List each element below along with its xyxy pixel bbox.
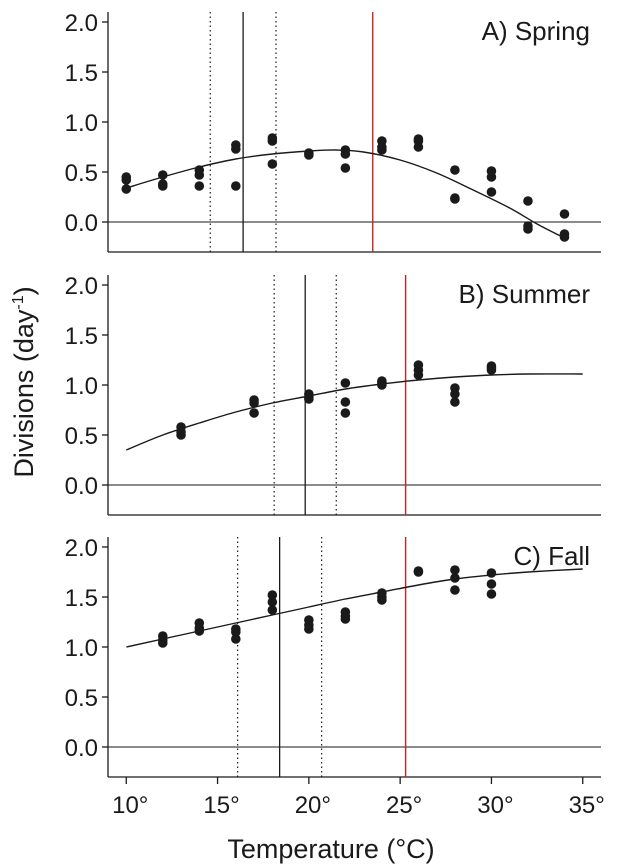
y-tick-label: 1.0 [65,110,98,137]
data-point [413,370,424,380]
y-tick-label: 0.0 [65,735,98,762]
data-point [267,159,278,169]
panel-fall: 0.0 0.5 1.0 1.5 2.0 C) Fall [65,535,601,778]
x-tick-label: 30° [477,792,513,819]
data-point [157,181,168,191]
data-point [231,627,241,637]
data-point [450,194,460,204]
y-tick-label: 1.0 [65,635,98,662]
panel-title: A) Spring [482,16,590,46]
data-point [486,187,497,197]
y-tick-label: 0.5 [65,423,98,450]
data-point [559,232,570,242]
data-point [176,430,186,440]
data-point [413,567,424,577]
data-point [231,181,241,191]
data-point [486,589,497,599]
x-tick-label: 25° [386,792,422,819]
data-point [377,380,387,390]
y-tick-label: 1.0 [65,373,98,400]
data-point [121,184,132,194]
data-point [486,365,497,375]
data-point [523,224,533,234]
y-tick-label: 0.5 [65,685,98,712]
data-point [340,378,351,388]
data-point [340,149,351,159]
data-point [340,408,351,418]
y-tick-label: 1.5 [65,585,98,612]
y-tick-label: 0.5 [65,160,98,187]
data-point [340,397,351,407]
data-point [194,181,205,191]
data-point [340,614,351,624]
y-tick-label: 2.0 [65,535,98,562]
y-axis-label-superscript: -1 [10,295,27,309]
fit-curve [126,373,583,451]
data-point [450,585,460,595]
data-point [304,394,314,404]
panel-title: B) Summer [459,279,591,309]
data-point [231,634,241,644]
data-point [194,170,205,180]
data-point [304,150,314,160]
panels: 0.0 0.5 1.0 1.5 2.0 A) Spring 0.0 0.5 1.0 1.5 2.0 B… [65,10,601,778]
data-point [267,590,278,600]
data-point [486,568,497,578]
y-axis-label: Divisions (day-1) [9,286,39,477]
x-axis-label: Temperature (°C) [227,834,434,864]
x-tick-label: 35° [569,792,605,819]
x-tick-label: 20° [295,792,331,819]
data-point [121,175,132,185]
data-point [486,579,497,589]
data-point [559,209,570,219]
data-point [157,638,168,648]
y-tick-label: 0.0 [65,473,98,500]
x-axis: 10° 15° 20° 25° 30° 35° [112,777,605,819]
data-point [377,145,387,155]
data-point [267,136,278,146]
data-point [304,624,314,634]
data-point [523,196,533,206]
data-point [377,595,387,605]
y-tick-label: 2.0 [65,273,98,300]
data-point [450,397,460,407]
panel-title: C) Fall [513,541,590,571]
data-point [267,597,278,607]
data-point [486,172,497,182]
data-point [249,398,259,408]
data-point [340,163,351,173]
data-point [450,565,460,575]
data-point [450,389,460,399]
y-axis-label-main: Divisions (day [9,309,39,478]
data-point [249,408,259,418]
panel-summer: 0.0 0.5 1.0 1.5 2.0 B) Summer [65,273,601,516]
data-point [194,626,205,636]
data-point [450,165,460,175]
x-tick-label: 10° [112,792,148,819]
data-point [450,573,460,583]
panel-spring: 0.0 0.5 1.0 1.5 2.0 A) Spring [65,10,601,253]
fit-curve [126,568,583,648]
data-point [267,605,278,615]
y-tick-label: 1.5 [65,323,98,350]
data-point [231,144,241,154]
y-tick-label: 1.5 [65,60,98,87]
data-point [413,142,424,152]
x-tick-label: 15° [203,792,239,819]
data-point [157,170,168,180]
y-axis-label-close: ) [9,286,39,295]
y-tick-label: 0.0 [65,210,98,237]
y-tick-label: 2.0 [65,10,98,37]
fit-curve [126,149,565,239]
